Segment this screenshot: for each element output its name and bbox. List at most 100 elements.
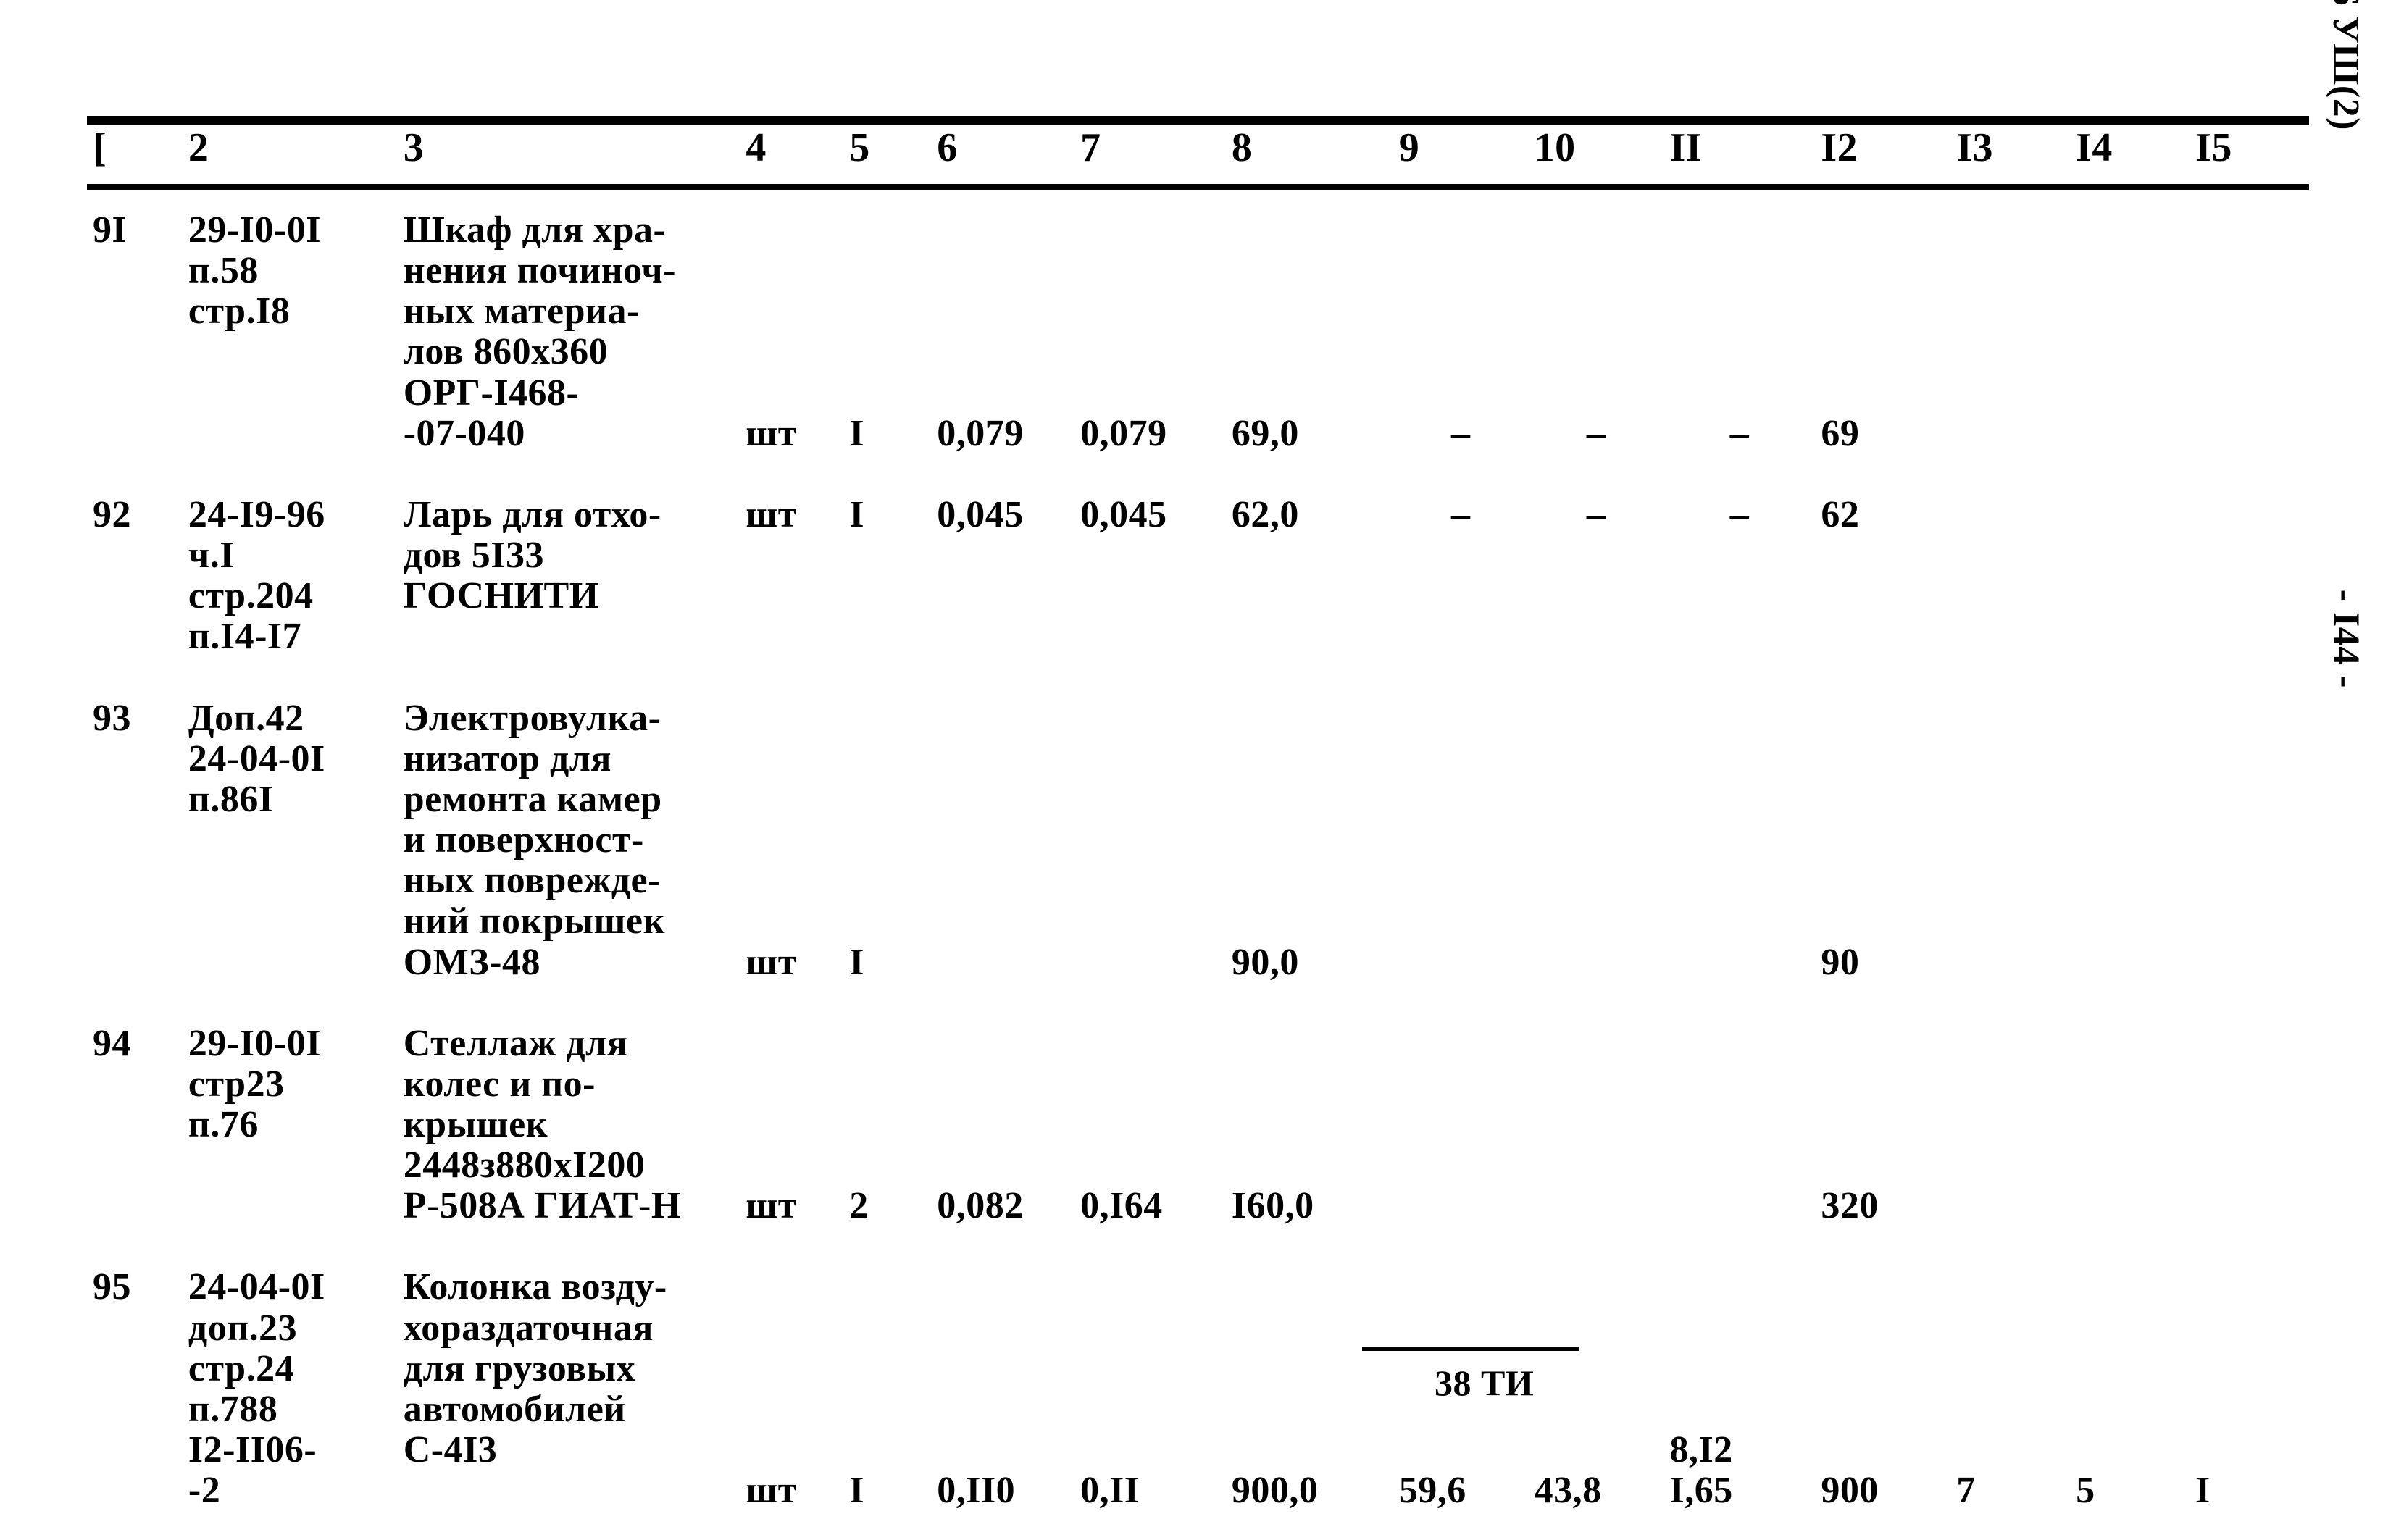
cell-desc: Стеллаж для колес и по- крышек 2448з880х…	[398, 1003, 740, 1247]
cell-unit: шт	[740, 678, 843, 1003]
col-header: II	[1664, 120, 1816, 187]
cell-val: 0,079	[1074, 187, 1226, 474]
cell-val: 5	[2070, 1247, 2190, 1531]
cell-unit: шт	[740, 1247, 843, 1531]
cell-val: 0,082	[931, 1003, 1074, 1247]
cell-val: 69	[1815, 187, 1950, 474]
col-header: 8	[1226, 120, 1393, 187]
table-row: 93 Доп.42 24-04-0I п.86I Электровулка- н…	[87, 678, 2309, 1003]
footer-rule	[1362, 1347, 1579, 1351]
col-header: 7	[1074, 120, 1226, 187]
cell-unit: шт	[740, 474, 843, 678]
cell-val: 62	[1815, 474, 1950, 678]
cell-ref: 29-I0-0I п.58 стр.I8	[183, 187, 398, 474]
cell-val	[931, 678, 1074, 1003]
cell-qty: I	[843, 678, 931, 1003]
cell-val	[1393, 678, 1529, 1003]
cell-ref: 24-04-0I доп.23 стр.24 п.788 I2-II06- -2	[183, 1247, 398, 1531]
cell-val	[1529, 678, 1664, 1003]
cell-val: 43,8	[1529, 1247, 1664, 1531]
cell-val: 0,045	[1074, 474, 1226, 678]
cell-num: 94	[87, 1003, 183, 1247]
cell-val: 0,045	[931, 474, 1074, 678]
cell-val: 7	[1950, 1247, 2070, 1531]
page-number-vertical: - I44 -	[2324, 590, 2367, 688]
cell-desc: Колонка возду- хораздаточная для грузовы…	[398, 1247, 740, 1531]
cell-qty: I	[843, 187, 931, 474]
cell-val: 90,0	[1226, 678, 1393, 1003]
cell-val	[1950, 1003, 2070, 1247]
cell-val: 900,0	[1226, 1247, 1393, 1531]
cell-val: I	[2190, 1247, 2309, 1531]
cell-num: 92	[87, 474, 183, 678]
cell-unit: шт	[740, 1003, 843, 1247]
cell-qty: I	[843, 474, 931, 678]
cell-val: I60,0	[1226, 1003, 1393, 1247]
table-header: [ 2 3 4 5 6 7 8 9 10 II I2 I3 I4 I5	[87, 120, 2309, 187]
page-root: 503 -I-4IС.86 УШ(2) - I44 - [ 2 3 4 5 6 …	[0, 0, 2396, 1540]
cell-ref: Доп.42 24-04-0I п.86I	[183, 678, 398, 1003]
col-header: I2	[1815, 120, 1950, 187]
cell-num: 9I	[87, 187, 183, 474]
cell-val	[2070, 474, 2190, 678]
cell-val: –	[1393, 187, 1529, 474]
cell-desc: Шкаф для хра- нения починоч- ных материа…	[398, 187, 740, 474]
cell-val: 62,0	[1226, 474, 1393, 678]
cell-val: 90	[1815, 678, 1950, 1003]
cell-val	[2190, 474, 2309, 678]
cell-desc: Ларь для отхо- дов 5I33 ГОСНИТИ	[398, 474, 740, 678]
cell-val	[1074, 678, 1226, 1003]
cell-val: 0,II0	[931, 1247, 1074, 1531]
cell-val	[2070, 187, 2190, 474]
cell-val	[1529, 1003, 1664, 1247]
col-header: 2	[183, 120, 398, 187]
cell-desc: Электровулка- низатор для ремонта камер …	[398, 678, 740, 1003]
cell-val	[1950, 678, 2070, 1003]
cell-val: –	[1393, 474, 1529, 678]
table-row: 9I 29-I0-0I п.58 стр.I8 Шкаф для хра- не…	[87, 187, 2309, 474]
cell-ref: 24-I9-96 ч.I стр.204 п.I4-I7	[183, 474, 398, 678]
cell-val	[1664, 678, 1816, 1003]
cell-val	[2190, 1003, 2309, 1247]
col-header: I4	[2070, 120, 2190, 187]
cell-val	[1950, 474, 2070, 678]
cell-val	[2190, 187, 2309, 474]
col-header: I5	[2190, 120, 2309, 187]
col-header: 5	[843, 120, 931, 187]
cell-val: 8,I2 I,65	[1664, 1247, 1816, 1531]
table-row: 92 24-I9-96 ч.I стр.204 п.I4-I7 Ларь для…	[87, 474, 2309, 678]
table-body: 9I 29-I0-0I п.58 стр.I8 Шкаф для хра- не…	[87, 187, 2309, 1531]
cell-val: 0,II	[1074, 1247, 1226, 1531]
cell-val: 320	[1815, 1003, 1950, 1247]
cell-val	[2190, 678, 2309, 1003]
cell-val: –	[1529, 474, 1664, 678]
cell-val	[2070, 678, 2190, 1003]
cell-val: 0,I64	[1074, 1003, 1226, 1247]
col-header: [	[87, 120, 183, 187]
col-header: 9	[1393, 120, 1529, 187]
col-header: 6	[931, 120, 1074, 187]
cell-qty: I	[843, 1247, 931, 1531]
table-row: 95 24-04-0I доп.23 стр.24 п.788 I2-II06-…	[87, 1247, 2309, 1531]
cell-val: 0,079	[931, 187, 1074, 474]
table-row: 94 29-I0-0I стр23 п.76 Стеллаж для колес…	[87, 1003, 2309, 1247]
cell-val: –	[1664, 187, 1816, 474]
cell-val	[1393, 1003, 1529, 1247]
cell-ref: 29-I0-0I стр23 п.76	[183, 1003, 398, 1247]
doc-code-vertical: 503 -I-4IС.86 УШ(2)	[2324, 0, 2367, 130]
footer-note: 38 ТИ	[1435, 1362, 1534, 1404]
cell-val: –	[1664, 474, 1816, 678]
cell-unit: шт	[740, 187, 843, 474]
col-header: I3	[1950, 120, 2070, 187]
cell-val: 69,0	[1226, 187, 1393, 474]
cell-num: 93	[87, 678, 183, 1003]
col-header: 4	[740, 120, 843, 187]
col-header: 3	[398, 120, 740, 187]
cell-qty: 2	[843, 1003, 931, 1247]
cell-val	[1664, 1003, 1816, 1247]
specification-table: [ 2 3 4 5 6 7 8 9 10 II I2 I3 I4 I5 9I 2…	[87, 116, 2309, 1531]
cell-val: 900	[1815, 1247, 1950, 1531]
cell-val: –	[1529, 187, 1664, 474]
cell-val	[1950, 187, 2070, 474]
col-header: 10	[1529, 120, 1664, 187]
